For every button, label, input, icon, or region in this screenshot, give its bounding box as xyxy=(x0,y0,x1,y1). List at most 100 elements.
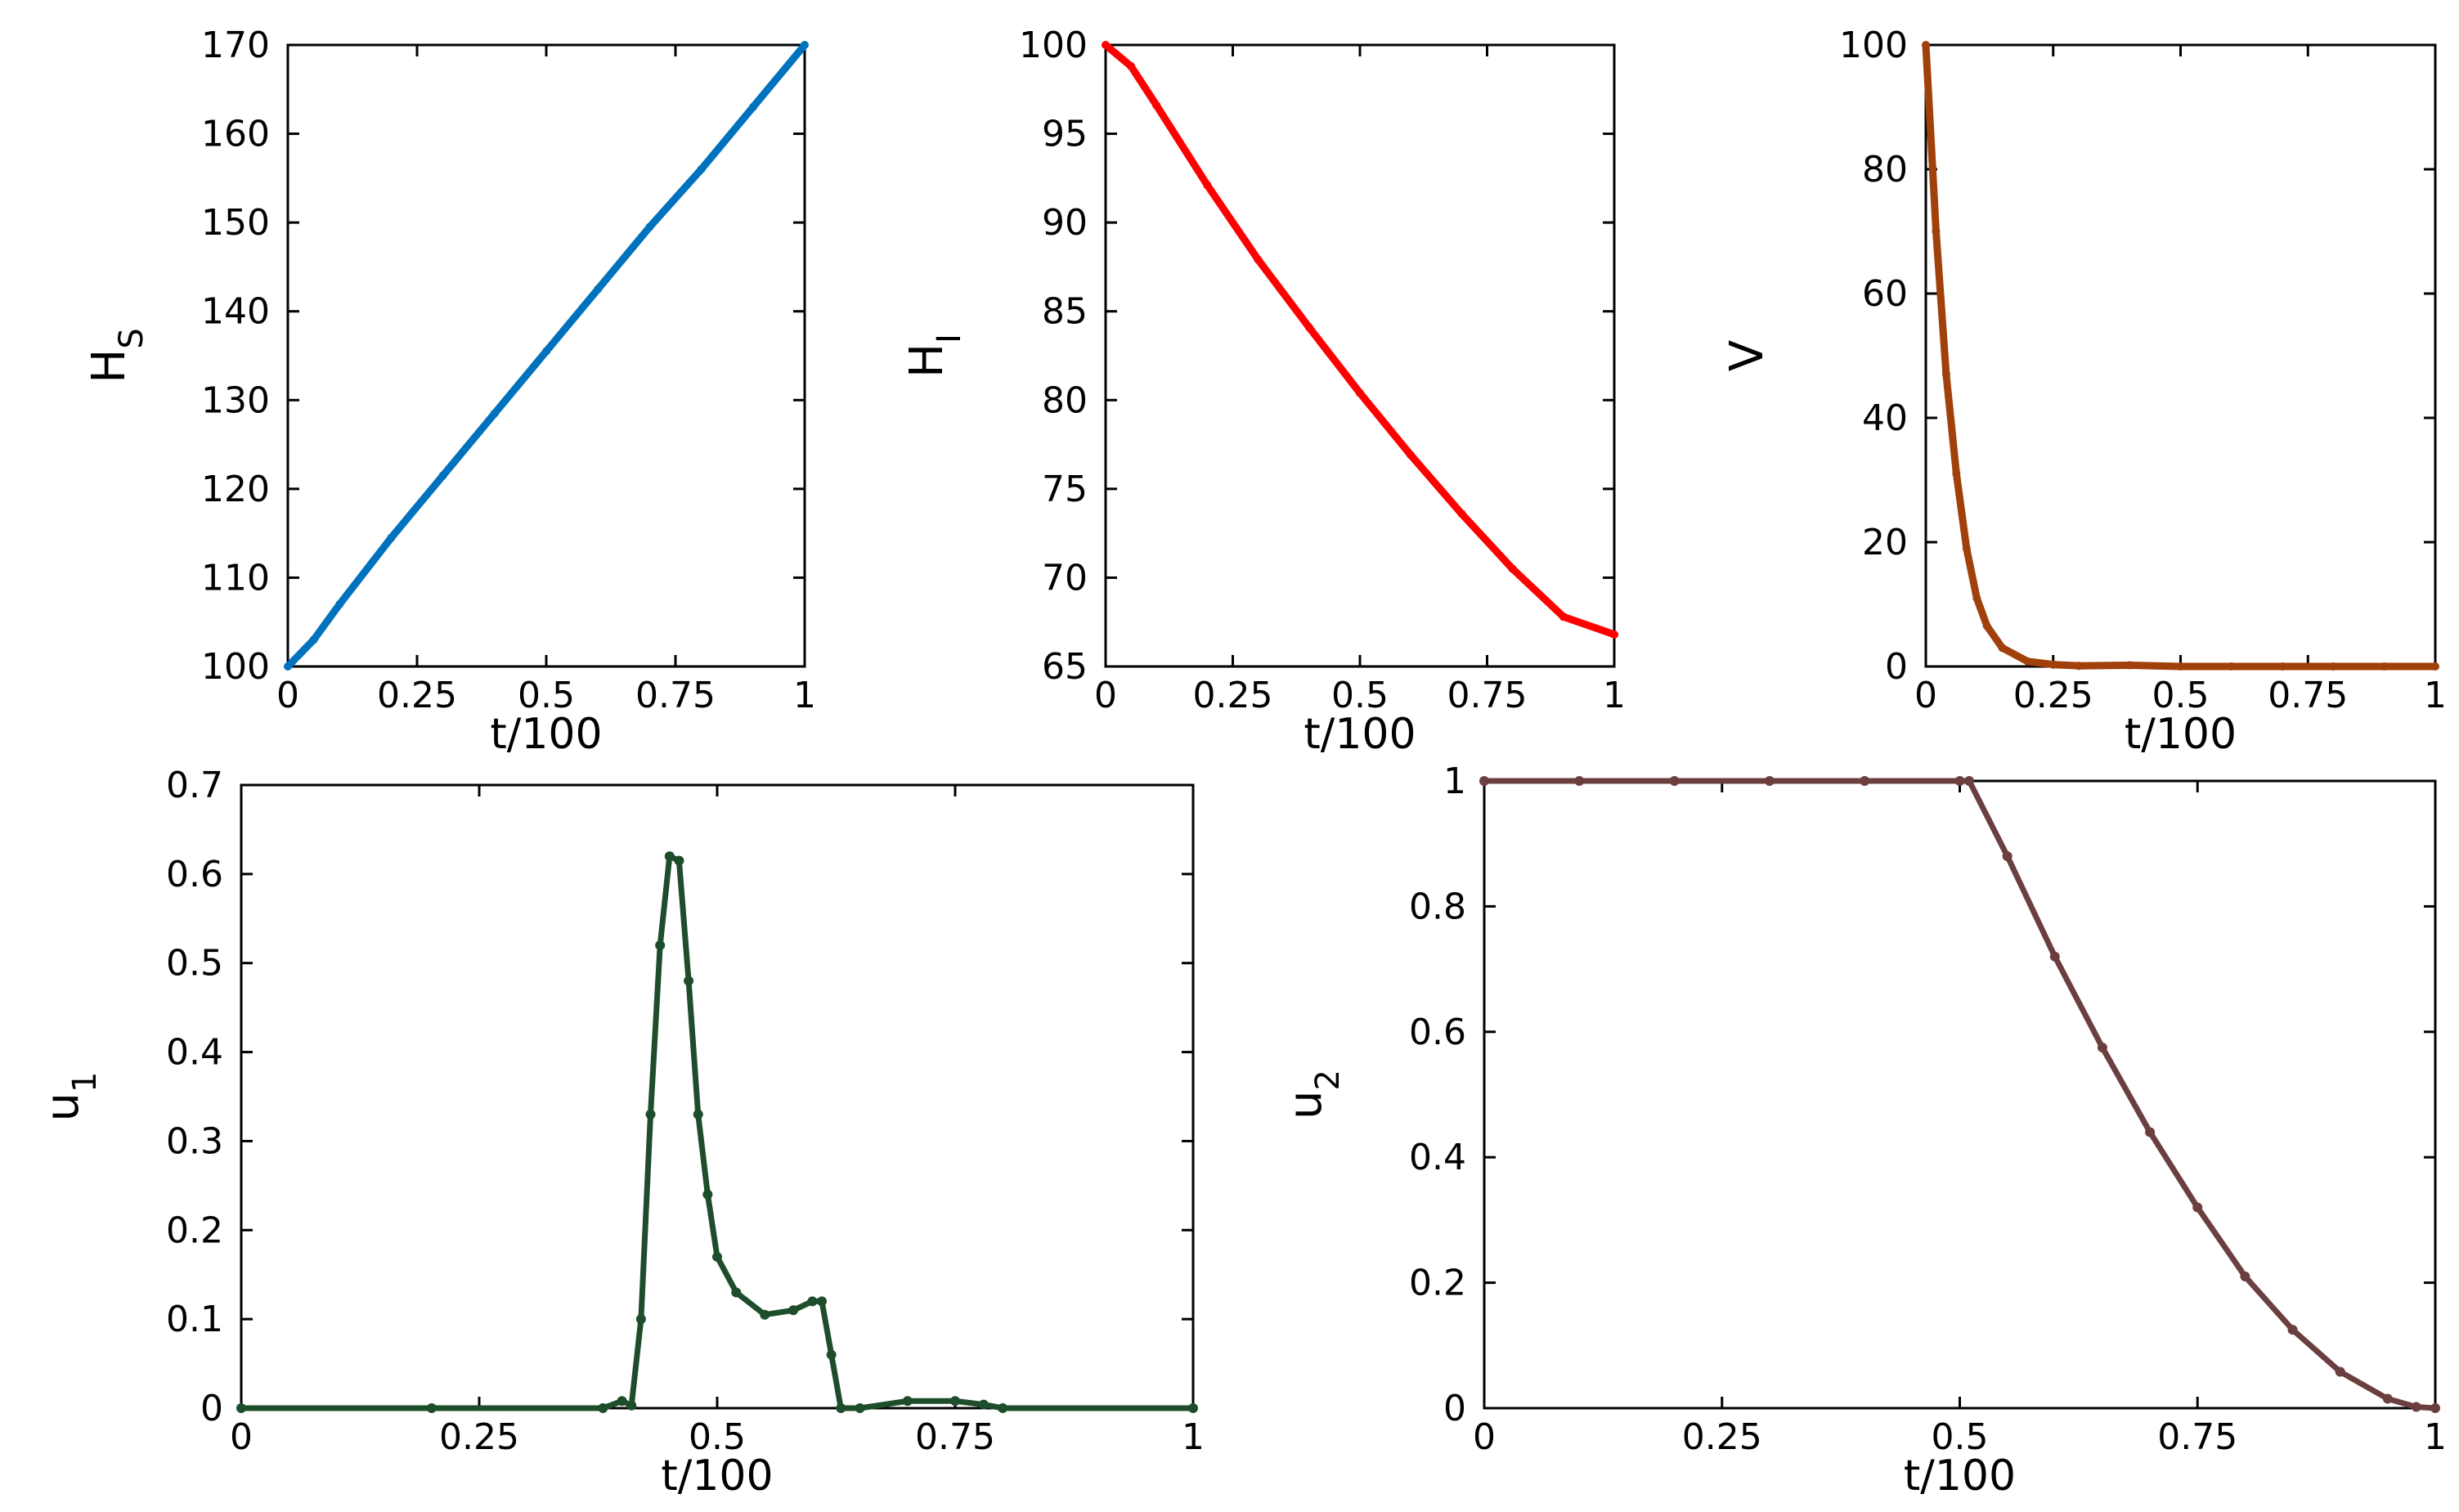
v-xtick-label: 0.25 xyxy=(2013,675,2093,716)
hi-data-point xyxy=(1127,62,1136,71)
u1-data-point xyxy=(788,1305,799,1316)
u2-xtick-label: 0 xyxy=(1473,1416,1496,1458)
u2-xtick-label: 1 xyxy=(2424,1416,2447,1458)
v-data-point xyxy=(2125,661,2134,670)
u2-data-point xyxy=(1860,776,1870,786)
hi-xlabel: t/100 xyxy=(1304,710,1416,759)
u1-data-point xyxy=(693,1109,703,1119)
u2-data-point xyxy=(2287,1325,2298,1335)
hs-data-point xyxy=(748,103,757,111)
u2-data-point xyxy=(2145,1127,2156,1137)
u2-series-line xyxy=(1481,778,2439,1411)
hi-xtick-label: 0.25 xyxy=(1193,675,1273,716)
u2-xtick-label: 0.25 xyxy=(1682,1416,1762,1458)
hs-ytick-label: 170 xyxy=(201,25,270,66)
hi-ytick-label: 65 xyxy=(1042,646,1088,688)
v-data-point xyxy=(2048,660,2057,669)
hi-data-point xyxy=(1102,41,1110,49)
u2-xlabel: t/100 xyxy=(1904,1451,2016,1501)
v-data-point xyxy=(1922,41,1930,49)
v-data-point xyxy=(2431,662,2439,671)
v-data-point xyxy=(1962,544,1971,553)
hs-xtick-label: 0 xyxy=(276,675,299,716)
v-data-point xyxy=(1998,644,2007,653)
u2-ytick-label: 0.2 xyxy=(1409,1263,1466,1304)
u1-xtick-label: 0.75 xyxy=(915,1416,995,1458)
u1-data-point xyxy=(236,1403,246,1413)
u2-data-point xyxy=(1954,776,1965,786)
u2-ytick-label: 1 xyxy=(1443,760,1466,802)
v-data-point xyxy=(2227,662,2236,671)
hi-ytick-label: 90 xyxy=(1042,202,1088,244)
u1-data-point xyxy=(731,1287,742,1298)
hs-data-point xyxy=(284,662,292,671)
panel-hs: 0 0.25 0.5 0.75 1 100 110 120 130 140 150 160 170 t/1… xyxy=(83,25,816,759)
u2-axes-frame xyxy=(1483,779,2437,1410)
hi-data-point xyxy=(1203,181,1212,190)
hi-xtick-label: 0.5 xyxy=(1331,675,1389,716)
u2-data-point xyxy=(2192,1202,2203,1213)
hi-ytick-label: 80 xyxy=(1042,379,1088,421)
hs-data-point xyxy=(594,285,603,294)
hs-xtick-label: 0.5 xyxy=(518,675,575,716)
hi-ylabel-sub: I xyxy=(931,334,968,343)
v-ylabel: V xyxy=(1721,340,1774,371)
u2-data-point xyxy=(2382,1393,2393,1404)
hi-data-point xyxy=(1610,630,1618,639)
panel-u1: 0 0.25 0.5 0.75 1 0 0.1 0.2 0.3 0.4 0.5 0.6 0.7 t/100… xyxy=(36,765,1205,1501)
hs-data-point xyxy=(801,41,809,49)
u2-data-point xyxy=(2049,951,2060,962)
v-ylabel-main: V xyxy=(1721,340,1774,371)
hs-data-point xyxy=(490,409,499,418)
hs-data-point xyxy=(335,600,344,608)
u1-ytick-label: 0.2 xyxy=(166,1209,223,1251)
v-series-line xyxy=(1922,41,2439,671)
u1-ytick-label: 0.4 xyxy=(166,1032,223,1074)
u1-data-point xyxy=(626,1400,637,1411)
hs-xtick-label: 1 xyxy=(793,675,816,716)
u1-data-point xyxy=(674,855,684,866)
hi-xtick-label: 0.75 xyxy=(1447,675,1528,716)
v-axes-frame xyxy=(1924,43,2437,668)
hs-data-point xyxy=(438,471,447,480)
hs-ylabel-sub: S xyxy=(113,328,150,348)
hi-ytick-label: 95 xyxy=(1042,114,1088,155)
u1-data-point xyxy=(950,1396,960,1407)
u1-xtick-label: 0.25 xyxy=(439,1416,519,1458)
panel-hi: 0 0.25 0.5 0.75 1 65 70 75 80 85 90 95 100 t/100 HI xyxy=(900,25,1626,759)
u2-data-point xyxy=(2002,851,2013,862)
u2-data-point xyxy=(2240,1271,2250,1281)
hs-ylabel: HS xyxy=(83,328,150,384)
hi-ytick-label: 75 xyxy=(1042,469,1088,510)
u1-data-point xyxy=(817,1296,828,1307)
hs-xtick-label: 0.75 xyxy=(635,675,716,716)
hs-ytick-label: 100 xyxy=(201,646,270,688)
u2-ylabel-sub: 2 xyxy=(1309,1070,1347,1090)
u2-ylabel: u2 xyxy=(1279,1070,1347,1119)
u1-ytick-label: 0.5 xyxy=(166,943,223,985)
u1-data-point xyxy=(902,1396,913,1407)
hs-data-point xyxy=(645,222,654,231)
hi-ytick-label: 100 xyxy=(1019,25,1088,66)
hs-ytick-label: 120 xyxy=(201,469,270,510)
hs-series-line xyxy=(284,41,809,671)
hi-ylabel: HI xyxy=(900,334,968,378)
hi-xtick-label: 1 xyxy=(1603,675,1626,716)
u1-data-point xyxy=(1188,1403,1198,1413)
v-xtick-label: 1 xyxy=(2424,675,2447,716)
u2-data-point xyxy=(2335,1366,2345,1377)
u1-ytick-label: 0.7 xyxy=(166,765,223,806)
hi-data-point xyxy=(1356,388,1364,397)
v-data-point xyxy=(2176,662,2185,671)
hs-ytick-label: 150 xyxy=(201,202,270,244)
u1-axes-frame xyxy=(240,783,1195,1410)
u1-data-point xyxy=(645,1109,656,1119)
u1-data-point xyxy=(836,1403,846,1413)
hi-ytick-label: 70 xyxy=(1042,557,1088,599)
v-data-point xyxy=(2329,662,2338,671)
v-data-point xyxy=(1941,370,1950,379)
u1-ytick-label: 0.1 xyxy=(166,1299,223,1340)
hs-xtick-label: 0.25 xyxy=(377,675,457,716)
v-ytick-label: 40 xyxy=(1862,397,1908,439)
